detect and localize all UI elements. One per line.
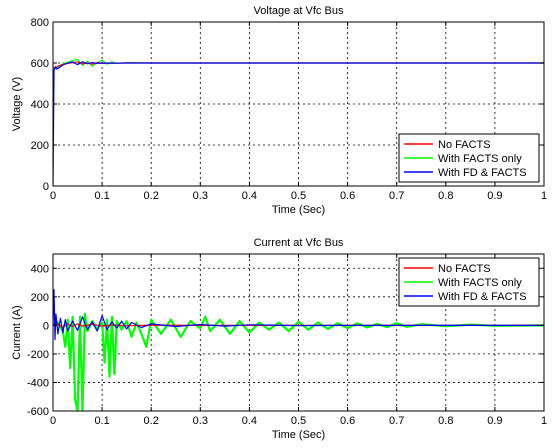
- x-tick-label: 0.6: [340, 190, 355, 202]
- legend: No FACTS With FACTS only With FD & FACTS: [398, 257, 540, 307]
- series-group: [53, 289, 544, 411]
- y-axis-label: Current (A): [11, 305, 23, 359]
- legend-label: No FACTS: [438, 139, 491, 151]
- x-tick-label: 0.9: [487, 190, 502, 202]
- x-tick-label: 0.1: [94, 190, 109, 202]
- chart-title: Voltage at Vfc Bus: [254, 5, 344, 17]
- x-tick-label: 0.8: [438, 415, 453, 427]
- x-tick-label: 0.2: [144, 190, 159, 202]
- series-line-with-facts-only: [53, 312, 544, 411]
- y-tick-label: 600: [31, 58, 49, 70]
- x-tick-label: 0.2: [144, 415, 159, 427]
- legend-label: With FD & FACTS: [438, 291, 527, 303]
- y-tick-label: 400: [31, 263, 49, 275]
- series-group: [53, 58, 544, 186]
- x-tick-label: 0.3: [193, 190, 208, 202]
- legend: No FACTS With FACTS only With FD & FACTS: [398, 133, 540, 183]
- y-tick-label: -400: [27, 377, 49, 389]
- x-tick-label: 0.6: [340, 415, 355, 427]
- chart-title: Current at Vfc Bus: [254, 237, 344, 249]
- y-tick-label: 400: [31, 99, 49, 111]
- x-tick-label: 0.3: [193, 415, 208, 427]
- legend-label: With FD & FACTS: [438, 167, 527, 179]
- x-tick-label: 1: [541, 190, 547, 202]
- x-tick-label: 0.9: [487, 415, 502, 427]
- x-tick-label: 0.7: [389, 190, 404, 202]
- y-tick-label: 0: [43, 320, 49, 332]
- x-axis-label: Time (Sec): [272, 204, 325, 216]
- x-tick-label: 0: [50, 415, 56, 427]
- x-tick-label: 0.4: [242, 190, 257, 202]
- y-tick-label: 200: [31, 140, 49, 152]
- x-tick-label: 0.4: [242, 415, 257, 427]
- y-tick-label: -200: [27, 349, 49, 361]
- x-tick-label: 0.1: [94, 415, 109, 427]
- x-tick-label: 0.5: [291, 415, 306, 427]
- legend-label: With FACTS only: [438, 153, 522, 165]
- y-tick-label: -600: [27, 406, 49, 418]
- x-tick-label: 1: [541, 415, 547, 427]
- legend-label: No FACTS: [438, 263, 491, 275]
- x-tick-label: 0.8: [438, 190, 453, 202]
- y-tick-label: 0: [43, 181, 49, 193]
- series-line-with-fd-facts: [53, 289, 544, 341]
- x-tick-label: 0: [50, 190, 56, 202]
- series-line-with-fd-facts: [53, 61, 544, 186]
- chart-1: 0 0.1 0.2 0.3 0.4 0.5 0.6 0.7 0.8 0.9 1 0 200 400 600 8…: [11, 5, 547, 216]
- x-tick-label: 0.7: [389, 415, 404, 427]
- y-axis-label: Voltage (V): [11, 77, 23, 131]
- x-tick-label: 0.5: [291, 190, 306, 202]
- y-tick-label: 200: [31, 292, 49, 304]
- legend-label: With FACTS only: [438, 277, 522, 289]
- x-axis-label: Time (Sec): [272, 429, 325, 441]
- chart-2: 0 0.1 0.2 0.3 0.4 0.5 0.6 0.7 0.8 0.9 1 -600 -400 -20…: [11, 237, 547, 441]
- y-tick-label: 800: [31, 17, 49, 29]
